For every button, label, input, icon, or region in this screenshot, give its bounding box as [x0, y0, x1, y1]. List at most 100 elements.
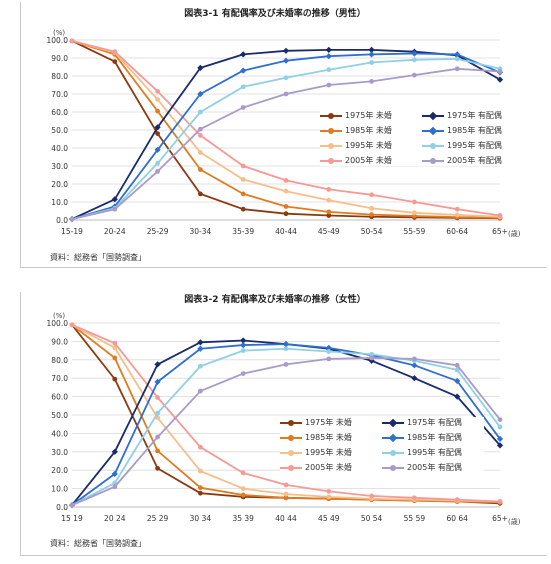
data-point: [198, 490, 203, 496]
data-point: [112, 484, 118, 490]
x-tick-label: 40-44: [275, 227, 297, 236]
x-tick-label: 60-64: [446, 227, 468, 236]
data-point: [283, 178, 289, 183]
y-tick-label: 10.0: [51, 198, 68, 207]
data-point: [369, 60, 374, 65]
data-point: [412, 57, 417, 63]
data-point: [412, 495, 417, 501]
data-point: [454, 206, 460, 212]
data-point: [240, 177, 246, 182]
data-point: [454, 212, 460, 218]
y-tick-label: 30.0: [51, 448, 68, 457]
data-point: [112, 59, 118, 64]
legend-swatch: [422, 157, 444, 165]
data-point: [454, 66, 460, 72]
data-point: [155, 108, 161, 114]
series-line: [71, 324, 501, 504]
data-point: [282, 47, 290, 54]
x-tick-label: 65+: [492, 514, 508, 523]
legend-swatch: [280, 434, 302, 442]
data-point: [155, 434, 161, 440]
data-point: [197, 339, 204, 346]
y-tick-label: 20.0: [51, 180, 68, 189]
data-point: [155, 88, 161, 94]
legend-label: 1995年 未婚: [305, 448, 352, 457]
legend-swatch: [280, 449, 302, 457]
legend-item: 1995年 有配偶: [382, 447, 484, 458]
data-point: [326, 197, 332, 203]
legend-label: 1975年 未婚: [305, 418, 352, 427]
data-point: [155, 410, 161, 416]
data-point: [497, 417, 503, 422]
source-note: 資料：総務省「国勢調査」: [50, 253, 146, 262]
data-point: [240, 84, 246, 90]
data-point: [283, 211, 289, 217]
x-tick-label: 30 34: [190, 514, 212, 523]
data-point: [369, 205, 374, 211]
x-tick-label: 55 59: [404, 514, 426, 523]
legend-swatch: [320, 127, 342, 135]
data-point: [240, 105, 246, 110]
chart-title: 図表3-1 有配偶率及び未婚率の推移（男性）: [184, 7, 365, 19]
x-tick-label: 65+: [492, 227, 508, 236]
data-point: [197, 90, 204, 98]
data-point: [283, 204, 289, 209]
data-point: [412, 72, 417, 78]
data-point: [112, 376, 118, 382]
chart-title: 図表3-2 有配偶率及び未婚率の推移（女性）: [184, 293, 365, 305]
data-point: [326, 187, 332, 192]
chart-female-svg: 図表3-2 有配偶率及び未婚率の推移（女性） (%) (歳) 0.0 10.0 20…: [47, 293, 521, 526]
legend-swatch: [382, 464, 404, 472]
legend-swatch: [422, 142, 444, 150]
data-point: [240, 348, 246, 353]
data-point: [240, 486, 246, 491]
legend-swatch: [422, 126, 444, 135]
data-point: [369, 79, 374, 84]
data-point: [155, 131, 161, 137]
legend-label: 2005年 有配偶: [407, 463, 462, 472]
panel-frame: [20, 292, 547, 556]
x-tick-label: 25 29: [147, 514, 169, 523]
legend-item: 2005年 未婚: [280, 462, 382, 473]
y-unit-label: (%): [53, 29, 65, 37]
data-point: [198, 388, 203, 394]
x-tick-label: 25-29: [147, 227, 169, 236]
y-tick-label: 70.0: [51, 374, 68, 383]
y-tick-label: 60.0: [51, 108, 68, 117]
legend-item: 1985年 未婚: [280, 432, 382, 443]
legend-item: 1975年 有配偶: [422, 110, 524, 121]
data-point: [283, 346, 289, 352]
data-point: [112, 49, 118, 55]
data-point: [497, 499, 503, 504]
y-tick-label: 60.0: [51, 393, 68, 402]
legend-item: 1975年 有配偶: [382, 417, 484, 428]
data-point: [325, 46, 332, 54]
data-point: [369, 212, 374, 218]
data-point: [155, 97, 161, 102]
data-point: [412, 356, 417, 362]
data-point: [198, 485, 203, 491]
data-point: [282, 341, 290, 348]
data-point: [240, 492, 246, 498]
data-point: [112, 345, 118, 351]
data-point: [155, 395, 161, 400]
data-point: [326, 488, 332, 494]
y-tick-label: 40.0: [51, 144, 68, 153]
data-point: [155, 169, 161, 174]
data-point: [240, 163, 246, 169]
data-point: [497, 69, 503, 74]
legend-swatch: [320, 157, 342, 165]
legend-item: 2005年 未婚: [320, 155, 422, 166]
y-tick-label: 40.0: [51, 429, 68, 438]
data-point: [283, 362, 289, 367]
series-3: [69, 322, 503, 504]
legend-item: 1995年 未婚: [280, 447, 382, 458]
data-point: [412, 199, 417, 205]
data-point: [69, 38, 75, 44]
x-tick-label: 15-19: [61, 227, 83, 236]
y-tick-label: 10.0: [51, 485, 68, 494]
chart-male-svg: 図表3-1 有配偶率及び未婚率の推移（男性） (%) (歳) 0.0 10.0 20…: [47, 7, 521, 238]
x-tick-label: 35-39: [232, 227, 254, 236]
legend-label: 1985年 未婚: [345, 126, 392, 135]
y-tick-label: 80.0: [51, 72, 68, 81]
